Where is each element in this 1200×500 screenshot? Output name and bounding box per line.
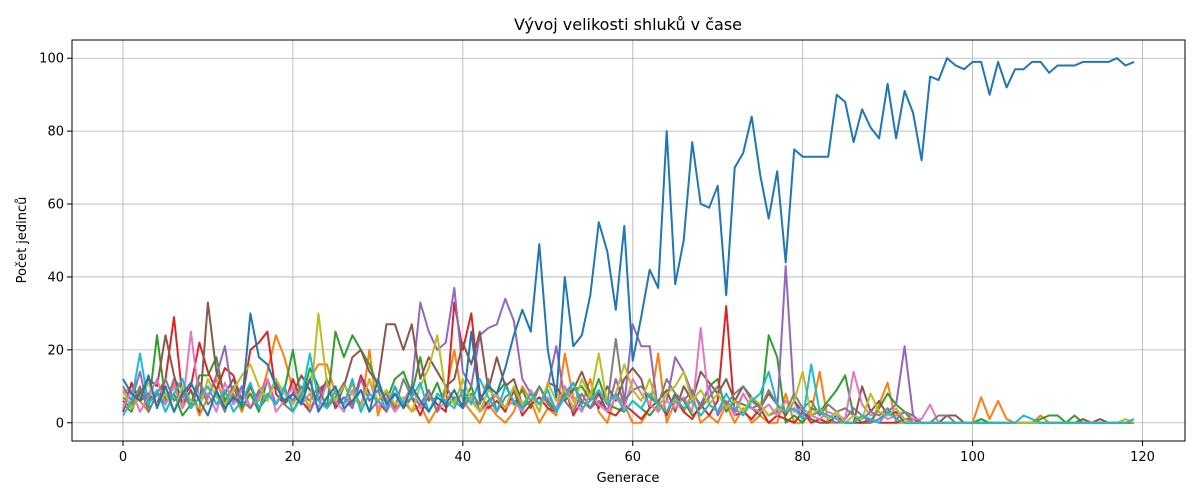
plot-frame bbox=[71, 39, 1186, 442]
x-tick-label: 20 bbox=[285, 450, 302, 465]
x-tick-label: 0 bbox=[119, 450, 127, 465]
series-line-10 bbox=[122, 352, 1135, 424]
y-tick-label: 0 bbox=[56, 416, 64, 431]
chart-title: Vývoj velikosti shluků v čase bbox=[514, 15, 742, 34]
y-tick-label: 60 bbox=[47, 198, 64, 213]
ticks: 0 20 40 60 80 100 120 0 20 40 60 80 100 bbox=[39, 52, 1155, 465]
x-tick-label: 100 bbox=[960, 450, 985, 465]
y-tick-label: 100 bbox=[39, 52, 64, 67]
x-tick-label: 40 bbox=[455, 450, 472, 465]
y-tick-label: 80 bbox=[47, 125, 64, 140]
x-tick-label: 120 bbox=[1130, 450, 1155, 465]
series-group bbox=[122, 57, 1135, 424]
y-tick-label: 40 bbox=[47, 270, 64, 285]
grid bbox=[72, 40, 1185, 441]
series-line-1 bbox=[122, 57, 1135, 417]
y-axis-label: Počet jedinců bbox=[15, 197, 30, 284]
y-tick-label: 20 bbox=[47, 343, 64, 358]
x-tick-label: 80 bbox=[794, 450, 811, 465]
x-tick-label: 60 bbox=[624, 450, 641, 465]
x-axis-label: Generace bbox=[597, 471, 660, 486]
